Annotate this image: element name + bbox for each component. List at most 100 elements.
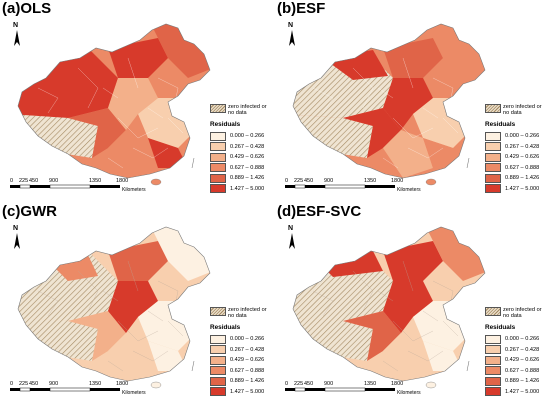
scale-tick: 1800 (116, 178, 129, 184)
legend-class-label: 0.627 – 0.888 (230, 164, 265, 171)
legend-class-label: 0.267 – 0.428 (505, 143, 540, 150)
legend-class-row: 1.427 – 5.000 (210, 386, 274, 397)
scale-tick: 1800 (116, 381, 129, 387)
legend-title: Residuals (485, 323, 516, 331)
legend-class-row: 1.427 – 5.000 (485, 386, 549, 397)
scale-tick: 225 (19, 178, 29, 184)
scale-tick: 450 (29, 381, 39, 387)
scale-unit: Kilometers (122, 390, 146, 396)
legend-swatch (210, 366, 226, 376)
scale-ticks: 0 225 450 900 1350 1800 (10, 381, 160, 387)
scale-bar-graphic (285, 387, 395, 392)
scale-tick: 900 (49, 178, 59, 184)
nodata-legend-row: zero infected or no data (485, 307, 549, 320)
legend-class-row: 0.000 – 0.266 (210, 334, 274, 345)
nodata-legend-row: zero infected or no data (485, 104, 549, 117)
scale-tick: 900 (49, 381, 59, 387)
legend-swatch (485, 334, 501, 344)
scale-bar-graphic (10, 387, 120, 392)
legend-swatch (210, 184, 226, 194)
legend-class-label: 0.889 – 1.426 (505, 175, 540, 182)
legend-class-row: 0.889 – 1.426 (485, 376, 549, 387)
scale-unit: Kilometers (397, 390, 421, 396)
legend-swatch (485, 355, 501, 365)
legend-class-label: 0.000 – 0.266 (505, 133, 540, 140)
panel-title: (b)ESF (277, 0, 326, 17)
legend-swatch (485, 184, 501, 194)
scale-tick: 450 (304, 381, 314, 387)
legend-swatch (210, 131, 226, 141)
scale-unit: Kilometers (122, 187, 146, 193)
legend-class-row: 0.000 – 0.266 (210, 131, 274, 142)
legend-class-row: 0.889 – 1.426 (485, 173, 549, 184)
legend-swatch (485, 345, 501, 355)
legend-class-row: 0.627 – 0.888 (210, 365, 274, 376)
legend-swatch (485, 376, 501, 386)
north-arrow-icon (289, 233, 295, 249)
scale-tick: 1350 (364, 178, 377, 184)
legend-class-label: 0.000 – 0.266 (230, 133, 265, 140)
north-label: N (288, 225, 294, 232)
legend-class-row: 0.429 – 0.626 (210, 152, 274, 163)
map-panel-esf: (b)ESF N 0 (275, 0, 550, 203)
legend-class-label: 0.889 – 1.426 (230, 378, 265, 385)
legend-swatch (210, 142, 226, 152)
scale-tick: 1800 (391, 381, 404, 387)
legend-class-row: 0.429 – 0.626 (485, 355, 549, 366)
scale-tick: 0 (285, 381, 289, 387)
legend-class-label: 0.000 – 0.266 (505, 336, 540, 343)
scale-tick: 0 (10, 178, 14, 184)
scale-tick: 900 (324, 381, 334, 387)
map-legend: zero infected or no data Residuals 0.000… (485, 307, 549, 397)
panel-title: (c)GWR (2, 203, 57, 220)
legend-class-row: 0.627 – 0.888 (485, 162, 549, 173)
legend-classes: 0.000 – 0.266 0.267 – 0.428 0.429 – 0.626 0… (485, 131, 549, 194)
legend-class-row: 0.627 – 0.888 (485, 365, 549, 376)
hatch-swatch (210, 104, 226, 113)
nodata-label: zero infected or no data (228, 104, 267, 117)
legend-swatch (485, 152, 501, 162)
map-panel-esf-svc: (d)ESF-SVC N 0 (275, 203, 550, 406)
nodata-label: zero infected or no data (228, 307, 267, 320)
legend-class-row: 0.267 – 0.428 (485, 344, 549, 355)
legend-swatch (210, 355, 226, 365)
map-legend: zero infected or no data Residuals 0.000… (485, 104, 549, 194)
legend-class-row: 0.429 – 0.626 (485, 152, 549, 163)
legend-class-row: 0.000 – 0.266 (485, 334, 549, 345)
legend-class-label: 1.427 – 5.000 (230, 185, 265, 192)
china-map-esf-svc (292, 226, 486, 389)
china-map-esf (292, 23, 486, 186)
nodata-legend-row: zero infected or no data (210, 104, 274, 117)
map-panel-gwr: (c)GWR N 0 (0, 203, 275, 406)
legend-swatch (210, 387, 226, 397)
scale-tick: 900 (324, 178, 334, 184)
legend-class-label: 0.429 – 0.626 (505, 357, 540, 364)
legend-class-row: 0.889 – 1.426 (210, 173, 274, 184)
panel-title: (a)OLS (2, 0, 52, 17)
legend-swatch (485, 142, 501, 152)
legend-class-label: 0.000 – 0.266 (230, 336, 265, 343)
legend-swatch (485, 131, 501, 141)
legend-class-row: 0.267 – 0.428 (210, 344, 274, 355)
legend-class-label: 0.267 – 0.428 (230, 143, 265, 150)
legend-class-label: 0.889 – 1.426 (505, 378, 540, 385)
north-label: N (288, 22, 294, 29)
map-legend: zero infected or no data Residuals 0.000… (210, 307, 274, 397)
hatch-swatch (485, 307, 501, 316)
legend-swatch (485, 163, 501, 173)
scale-bar: 0 225 450 900 1350 1800 Kilometers (10, 381, 150, 399)
legend-class-label: 1.427 – 5.000 (505, 388, 540, 395)
legend-class-label: 0.627 – 0.888 (230, 367, 265, 374)
hatch-swatch (210, 307, 226, 316)
legend-swatch (210, 334, 226, 344)
legend-class-label: 1.427 – 5.000 (230, 388, 265, 395)
scale-tick: 450 (304, 178, 314, 184)
legend-class-label: 0.267 – 0.428 (505, 346, 540, 353)
legend-class-row: 0.000 – 0.266 (485, 131, 549, 142)
legend-class-label: 1.427 – 5.000 (505, 185, 540, 192)
scale-bar: 0 225 450 900 1350 1800 Kilometers (10, 178, 150, 196)
scale-tick: 0 (10, 381, 14, 387)
scale-bar-graphic (285, 184, 395, 189)
panel-title: (d)ESF-SVC (277, 203, 362, 220)
scale-ticks: 0 225 450 900 1350 1800 (285, 178, 435, 184)
